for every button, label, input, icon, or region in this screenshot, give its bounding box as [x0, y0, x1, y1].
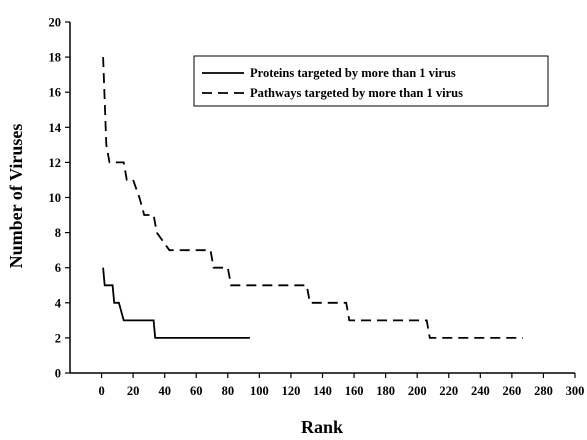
- y-tick-label: 6: [55, 261, 61, 275]
- x-tick-label: 80: [222, 384, 235, 398]
- legend-box: [193, 55, 549, 107]
- x-tick-label: 260: [503, 384, 522, 398]
- legend: Proteins targeted by more than 1 virus P…: [193, 55, 549, 107]
- x-tick-label: 100: [250, 384, 269, 398]
- y-tick-label: 12: [49, 156, 62, 170]
- y-tick-label: 20: [49, 16, 62, 30]
- x-tick-label: 140: [313, 384, 332, 398]
- y-tick-label: 16: [49, 86, 62, 100]
- x-tick-label: 120: [282, 384, 301, 398]
- series-layer: [102, 57, 523, 339]
- y-tick-label: 18: [49, 51, 62, 65]
- y-tick-label: 2: [55, 331, 61, 345]
- legend-label-pathways: Pathways targeted by more than 1 virus: [250, 86, 463, 100]
- y-tick-label: 0: [55, 367, 61, 381]
- x-tick-label: 240: [471, 384, 490, 398]
- y-tick-label: 4: [55, 296, 62, 310]
- x-tick-label: 300: [566, 384, 585, 398]
- y-tick-label: 8: [55, 226, 61, 240]
- x-tick-label: 200: [408, 384, 427, 398]
- x-tick-label: 0: [98, 384, 104, 398]
- x-tick-label: 160: [345, 384, 364, 398]
- x-tick-label: 180: [376, 384, 395, 398]
- legend-label-proteins: Proteins targeted by more than 1 virus: [250, 66, 456, 80]
- x-tick-label: 220: [439, 384, 458, 398]
- series-line-proteins: [102, 267, 250, 339]
- x-tick-label: 20: [127, 384, 140, 398]
- y-tick-label: 10: [49, 191, 62, 205]
- x-tick-label: 280: [534, 384, 553, 398]
- x-axis-ticks: 0 20 40 60 80 100 120 140 160 180 200 220 240 260 280 3…: [98, 373, 584, 398]
- y-axis-title: Number of Viruses: [6, 124, 26, 269]
- y-tick-label: 14: [49, 121, 62, 135]
- x-tick-label: 60: [190, 384, 203, 398]
- y-axis-ticks: 0 2 4 6 8 10 12 14 16 18 20: [49, 16, 70, 381]
- x-axis-title: Rank: [301, 417, 343, 437]
- series-line-pathways: [102, 57, 523, 339]
- x-tick-label: 40: [158, 384, 171, 398]
